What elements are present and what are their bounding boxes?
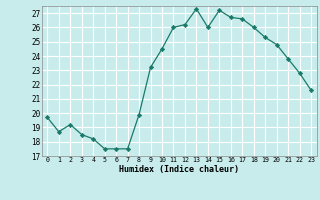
X-axis label: Humidex (Indice chaleur): Humidex (Indice chaleur) (119, 165, 239, 174)
